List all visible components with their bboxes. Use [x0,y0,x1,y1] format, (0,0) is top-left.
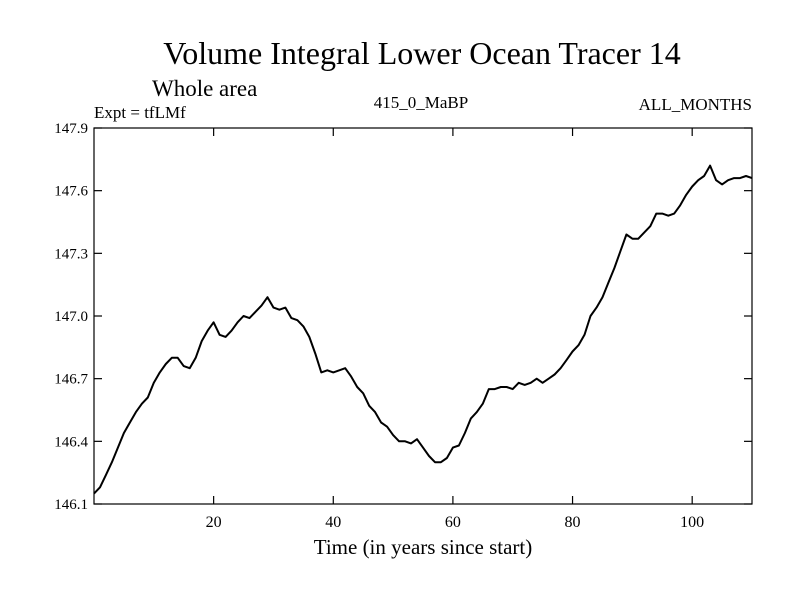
y-tick-label: 146.7 [54,372,88,388]
period-label: 415_0_MaBP [374,93,468,112]
x-tick-label: 20 [206,514,222,531]
y-tick-label: 146.4 [54,434,88,450]
x-tick-label: 100 [680,514,704,531]
x-axis-label: Time (in years since start) [314,535,533,559]
x-tick-label: 40 [325,514,341,531]
experiment-label: Expt = tfLMf [94,103,186,122]
y-tick-label: 147.0 [54,309,88,325]
months-label: ALL_MONTHS [639,95,752,114]
chart-title: Volume Integral Lower Ocean Tracer 14 [163,35,680,71]
x-tick-label: 80 [565,514,581,531]
y-axis: 146.1 146.4 146.7 147.0 147.3 147.6 147.9 [54,121,752,513]
y-tick-label: 147.9 [54,121,88,137]
x-axis: 20 40 60 80 100 [206,128,704,531]
chart-subtitle: Whole area [152,76,257,101]
x-tick-label: 60 [445,514,461,531]
y-tick-label: 147.3 [54,246,88,262]
y-tick-label: 146.1 [54,497,88,513]
y-tick-label: 147.6 [54,184,88,200]
series-line-whole-area [93,164,753,495]
